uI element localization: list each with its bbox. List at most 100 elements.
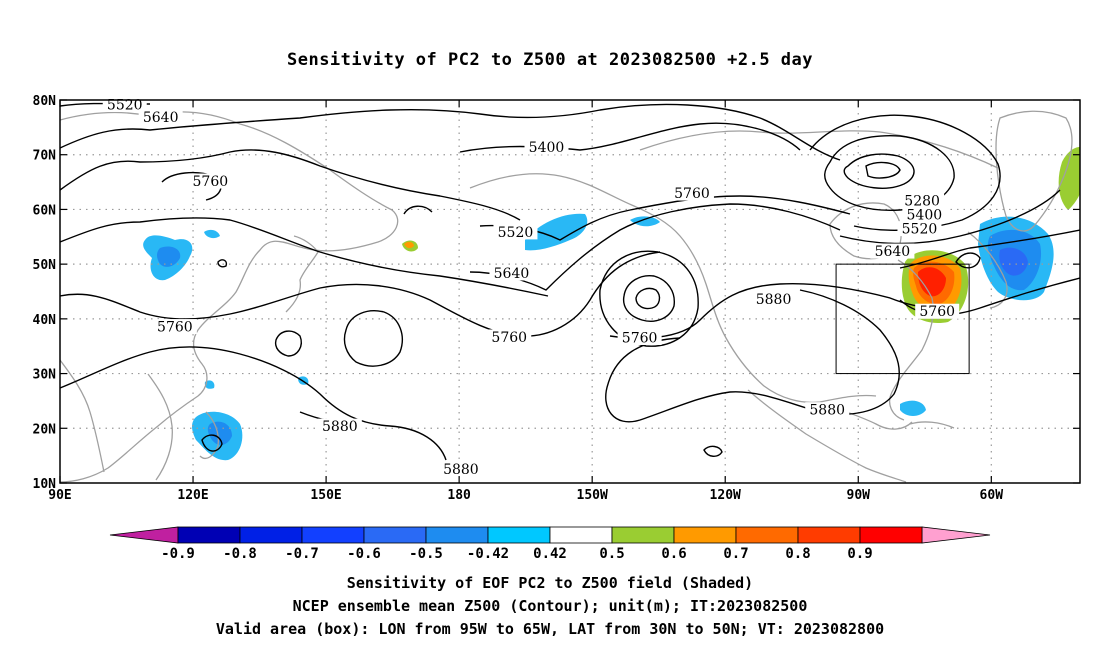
- lon-tick-label: 150W: [577, 488, 608, 503]
- colorbar-swatch: [301, 526, 365, 544]
- lat-tick-label: 10N: [33, 477, 57, 492]
- contour-label: 5880: [443, 462, 479, 478]
- contour-label: 5280: [904, 194, 940, 210]
- contour-label-bg: [915, 303, 960, 319]
- shade-blue-philippine-core: [207, 421, 232, 445]
- contour-closed-small-4: [217, 259, 228, 268]
- contour-5280: [843, 153, 915, 189]
- colorbar-swatch: [859, 526, 923, 544]
- lon-tick-label: 150E: [310, 488, 341, 503]
- contour-label: 5760: [919, 304, 955, 320]
- z500-contours: [60, 102, 1080, 461]
- valid-area-box: [835, 263, 970, 375]
- lon-tick-label: 60W: [980, 488, 1004, 503]
- contour-closed-small-2: [703, 445, 723, 457]
- contour-label-bg: [188, 173, 233, 189]
- contour-5760-e: [899, 229, 1080, 269]
- contour-5640-b: [469, 203, 841, 291]
- colorbar-swatch: [425, 526, 489, 544]
- colorbar-swatch: [611, 526, 675, 544]
- contour-5760-c: [60, 251, 661, 337]
- contour-label-bg: [138, 109, 183, 125]
- contour-label: 5760: [491, 330, 527, 346]
- contour-label: 5760: [674, 186, 710, 202]
- colorbar-low-arrow: [109, 526, 179, 544]
- lon-tick-label: 90W: [847, 488, 871, 503]
- contour-label: 5520: [107, 97, 143, 113]
- caption-valid-area: Valid area (box): LON from 95W to 65W, L…: [215, 620, 885, 638]
- sensitivity-shading: [143, 146, 1080, 461]
- lon-tick-label: 90E: [48, 488, 71, 503]
- contour-label-bg: [487, 329, 532, 345]
- shade-orange-small-1: [404, 241, 414, 249]
- shade-green-greenland: [1058, 146, 1080, 210]
- lat-tick-label: 70N: [33, 149, 57, 164]
- contour-label-bg: [493, 224, 538, 240]
- shade-blue-north-pacific-core: [157, 246, 181, 267]
- contour-label: 5880: [756, 292, 792, 308]
- contour-label: 5760: [157, 320, 193, 336]
- contour-closed-small-3: [201, 434, 223, 452]
- contour-closed-pacific-inner: [622, 275, 675, 322]
- contour-label: 5760: [622, 331, 658, 347]
- contour-label-bg: [669, 185, 714, 201]
- contour-label-bg: [805, 402, 850, 418]
- colorbar-swatch: [177, 526, 241, 544]
- lat-tick-label: 20N: [33, 422, 57, 437]
- map-axes: 90E 120E 150E 180 150W 120W 90W 60W 10N 20N 30N 40N…: [33, 94, 1080, 503]
- contour-label-bg: [870, 243, 915, 259]
- colorbar-label: -0.8: [223, 546, 257, 562]
- lon-tick-label: 180: [447, 488, 471, 503]
- coast-labrador: [967, 231, 1008, 309]
- contour-label: 5880: [322, 419, 358, 435]
- coast-east-us: [889, 259, 934, 421]
- contour-label-bg: [900, 193, 945, 209]
- contour-5280-inner: [865, 161, 901, 179]
- contour-label: 5640: [875, 244, 911, 260]
- colorbar: -0.9 -0.8 -0.7 -0.6 -0.5 -0.42 0.42 0.5 0.6 0.7 0.…: [109, 526, 991, 562]
- coast-cuba: [909, 421, 955, 429]
- shade-blue-small-1: [204, 229, 220, 239]
- contour-label: 5400: [907, 207, 943, 223]
- contour-5760-a: [60, 149, 521, 221]
- shade-red-northeast: [918, 267, 946, 297]
- colorbar-label: 0.9: [847, 546, 872, 562]
- colorbar-swatch: [549, 526, 613, 544]
- contour-5400-a: [459, 122, 801, 153]
- contour-5880-b: [60, 346, 447, 461]
- shade-blue-aleutian: [525, 213, 588, 251]
- contour-5400-b: [824, 135, 955, 211]
- lon-tick-label: 120W: [710, 488, 741, 503]
- contour-label-bg: [902, 206, 947, 222]
- coast-philippines: [199, 411, 220, 460]
- contour-5640-a: [60, 103, 841, 161]
- contour-closed-japan: [274, 330, 302, 357]
- contour-aleutian: [403, 205, 433, 215]
- caption-shaded: Sensitivity of EOF PC2 to Z500 field (Sh…: [346, 574, 754, 592]
- lat-tick-label: 80N: [33, 94, 57, 109]
- coast-alaska: [469, 173, 877, 404]
- contour-label-bg: [617, 330, 662, 346]
- caption-contour: NCEP ensemble mean Z500 (Contour); unit(…: [292, 597, 808, 615]
- lat-tick-label: 60N: [33, 203, 57, 218]
- shade-blue-labrador-inner: [999, 247, 1028, 276]
- plot-frame: [59, 99, 1081, 484]
- contour-5880-a: [605, 289, 900, 423]
- coastlines: [60, 110, 1073, 483]
- colorbar-label: 0.8: [785, 546, 810, 562]
- colorbar-swatch: [735, 526, 799, 544]
- coast-arctic-canada: [639, 130, 999, 169]
- contour-label-bg: [438, 461, 483, 477]
- coast-indochina: [147, 373, 173, 481]
- colorbar-label: 0.7: [723, 546, 748, 562]
- contour-label-bg: [317, 418, 362, 434]
- contour-5760-b: [60, 217, 549, 297]
- colorbar-label: 0.42: [533, 546, 567, 562]
- lon-tick-label: 120E: [177, 488, 208, 503]
- contour-label-bg: [152, 319, 197, 335]
- coast-eurasia: [60, 111, 399, 483]
- contour-closed-small-1: [955, 252, 981, 269]
- colorbar-label: -0.6: [347, 546, 381, 562]
